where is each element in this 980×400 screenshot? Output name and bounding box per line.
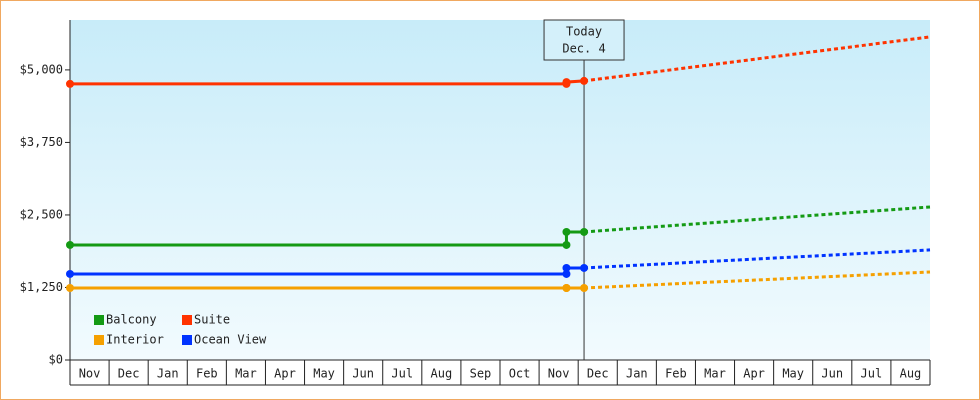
x-tick-label: Jul xyxy=(861,367,883,381)
x-tick-label: Jun xyxy=(821,367,843,381)
legend-swatch xyxy=(94,335,104,345)
y-tick-label: $0 xyxy=(49,353,63,367)
x-tick-label: Dec xyxy=(118,367,140,381)
point xyxy=(562,78,571,87)
point xyxy=(562,240,571,249)
point xyxy=(562,227,571,236)
x-tick-label: May xyxy=(313,367,335,381)
x-tick-label: Mar xyxy=(704,367,726,381)
x-tick-label: Sep xyxy=(470,367,492,381)
x-tick-label: Aug xyxy=(431,367,453,381)
point xyxy=(580,283,589,292)
y-tick-label: $2,500 xyxy=(20,207,63,221)
x-tick-label: Feb xyxy=(665,367,687,381)
x-tick-label: Aug xyxy=(900,367,922,381)
line-projected xyxy=(583,205,931,234)
y-tick-label: $5,000 xyxy=(20,62,63,76)
point xyxy=(66,269,74,278)
point xyxy=(562,283,571,292)
legend-swatch xyxy=(182,315,192,325)
point xyxy=(66,240,74,249)
point xyxy=(66,283,74,292)
point xyxy=(562,263,571,272)
x-tick-label: May xyxy=(782,367,804,381)
legend-label: Suite xyxy=(194,313,230,327)
y-tick-label: $3,750 xyxy=(20,135,63,149)
y-tick-label: $1,250 xyxy=(20,280,63,294)
x-tick-label: Mar xyxy=(235,367,257,381)
x-tick-label: Jul xyxy=(391,367,413,381)
today-date: Dec. 4 xyxy=(562,42,605,56)
legend-swatch xyxy=(182,335,192,345)
point xyxy=(580,227,589,236)
x-tick-label: Apr xyxy=(274,367,296,381)
point xyxy=(66,79,74,88)
x-tick-label: Oct xyxy=(509,367,531,381)
legend-swatch xyxy=(94,315,104,325)
legend-label: Ocean View xyxy=(194,333,267,347)
today-label: Today xyxy=(566,25,602,39)
plot-area xyxy=(70,20,930,360)
legend-label: Balcony xyxy=(106,313,157,327)
x-tick-label: Dec xyxy=(587,367,609,381)
line-actual xyxy=(70,230,585,247)
line-projected xyxy=(583,35,931,83)
x-tick-label: Feb xyxy=(196,367,218,381)
x-tick-label: Apr xyxy=(743,367,765,381)
line-projected xyxy=(583,270,931,290)
today-box xyxy=(543,19,625,61)
x-tick-label: Jan xyxy=(157,367,179,381)
point xyxy=(580,263,589,272)
legend-label: Interior xyxy=(106,333,164,347)
x-tick-label: Jun xyxy=(352,367,374,381)
point xyxy=(562,269,571,278)
point xyxy=(580,76,589,85)
x-tick-label: Nov xyxy=(79,367,101,381)
line-projected xyxy=(583,248,931,270)
x-tick-label: Nov xyxy=(548,367,570,381)
x-tick-label: Jan xyxy=(626,367,648,381)
